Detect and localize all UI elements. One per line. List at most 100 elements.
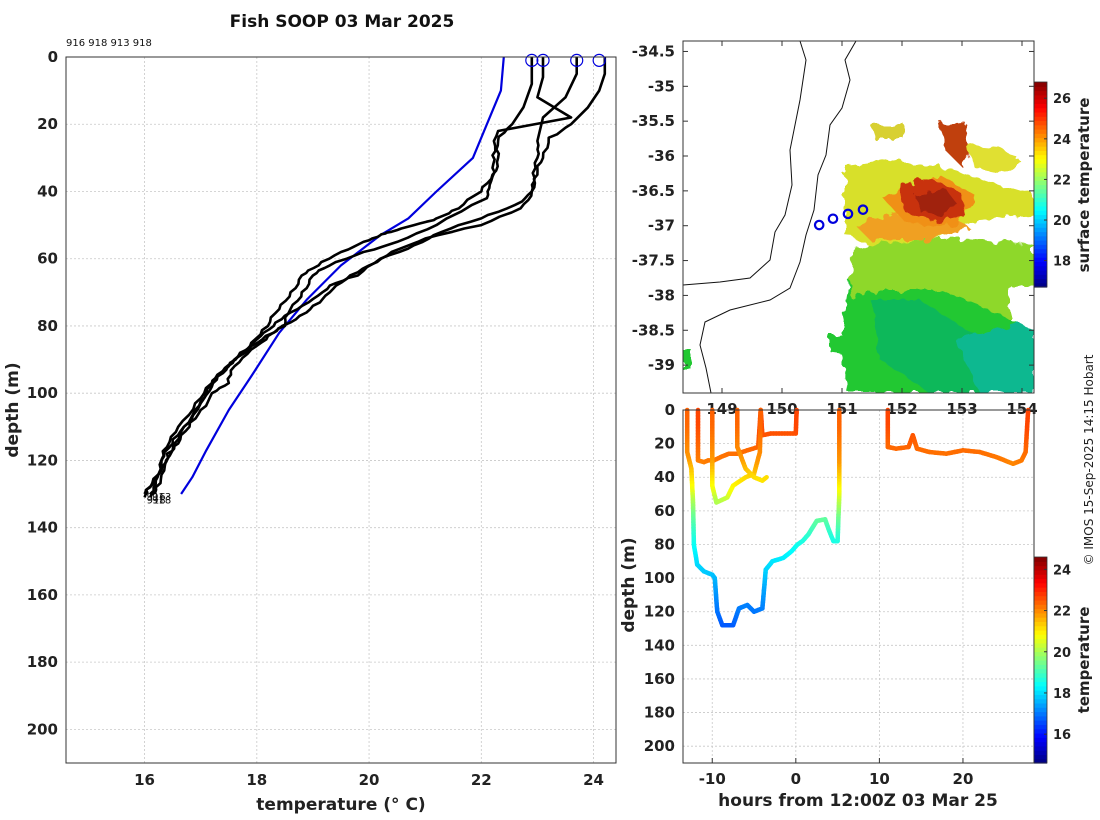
colorbar-segment [1034, 591, 1047, 597]
depth-time-y-tick-label: 40 [654, 468, 675, 486]
colorbar-segment [1034, 227, 1047, 233]
colorbar-segment [1034, 193, 1047, 198]
map-x-tick-label: 151 [826, 400, 857, 418]
colorbar-segment [1034, 99, 1047, 104]
map-x-tick-label: 153 [946, 400, 977, 418]
colorbar-segment [1034, 222, 1047, 228]
profile-end-label: 913 [152, 492, 171, 503]
depth-time-frame [682, 409, 1035, 764]
map-y-tick-label: -34.5 [632, 42, 675, 60]
map-y-tick-label: -37 [648, 217, 675, 235]
colorbar-segment [1034, 146, 1047, 151]
colorbar-tick-label: 18 [1053, 255, 1071, 270]
colorbar-tick-label: 22 [1053, 173, 1071, 188]
colorbar-segment [1034, 732, 1047, 738]
colorbar-segment [1034, 248, 1047, 254]
colorbar-tick-label: 22 [1053, 605, 1071, 620]
station-marker [813, 219, 825, 231]
depth-time-y-tick-label: 180 [644, 704, 675, 722]
depth-time-y-tick-label: 140 [644, 636, 675, 654]
colorbar-segment [1034, 741, 1047, 747]
profile-y-tick-label: 60 [37, 250, 58, 268]
colorbar-segment [1034, 167, 1047, 173]
climatology-line [180, 56, 505, 495]
profile-y-tick-label: 80 [37, 317, 58, 335]
depth-time-y-tick-label: 80 [654, 535, 675, 553]
profile-end-label: 918 [152, 495, 171, 506]
depth-time-y-axis-label: depth (m) [619, 537, 639, 632]
colorbar-segment [1034, 587, 1047, 592]
profile-x-tick-label: 16 [134, 771, 155, 789]
surface-temperature-colorbar: 18 20 22 24 26 [1033, 81, 1071, 288]
colorbar-segment [1034, 634, 1047, 640]
colorbar-segment [1034, 569, 1047, 575]
profile-y-tick-label: 0 [48, 48, 58, 66]
colorbar-segment [1034, 111, 1047, 117]
depth-time-y-tick-label: 200 [644, 737, 675, 755]
colorbar-segment [1034, 171, 1047, 177]
sst-field [683, 122, 1034, 393]
colorbar-segment [1034, 265, 1047, 271]
map-x-tick-label: 154 [1006, 400, 1037, 418]
figure-title: Fish SOOP 03 Mar 2025 [230, 12, 455, 32]
colorbar-segment [1034, 672, 1047, 678]
station-marker [857, 204, 869, 215]
profile-y-axis-label: depth (m) [3, 362, 23, 457]
colorbar-segment [1034, 638, 1047, 644]
colorbar-segment [1034, 210, 1047, 215]
colorbar-segment [1034, 201, 1047, 207]
colorbar-segment [1034, 557, 1047, 562]
profile-x-tick-label: 22 [471, 771, 492, 789]
depth-time-y-tick-label: 20 [654, 435, 675, 453]
map-field [683, 41, 1034, 393]
colorbar-segment [1034, 582, 1047, 588]
colorbar-segment [1034, 257, 1047, 262]
colorbar-segment [1034, 612, 1047, 618]
colorbar-segment [1034, 608, 1047, 614]
profile-y-tick-label: 20 [37, 115, 58, 133]
profile-top-label: 916 918 913 918 [66, 38, 152, 49]
colorbar-segment [1034, 218, 1047, 224]
station-markers [813, 204, 869, 231]
colorbar-segment [1034, 103, 1047, 109]
depth-time-tracks [684, 407, 1031, 628]
colorbar-segment [1034, 124, 1047, 130]
colorbar-segment [1034, 269, 1047, 275]
colorbar-segment [1034, 745, 1047, 751]
colorbar-segment [1034, 137, 1047, 143]
colorbar-segment [1034, 625, 1047, 631]
surface-temperature-map: -34.5 -35 -35.5 -36 -36.5 -37 -37.5 -38 -38.5 -39… [632, 40, 1093, 418]
colorbar-segment [1034, 184, 1047, 190]
colorbar-segment [1034, 578, 1047, 584]
profile-x-tick-label: 24 [583, 771, 604, 789]
surface-temperature-colorbar-label: surface temperature [1075, 98, 1093, 273]
colorbar-segment [1034, 261, 1047, 267]
profile-line-918 [143, 57, 573, 498]
colorbar-segment [1034, 252, 1047, 258]
map-y-tick-label: -36 [648, 147, 675, 165]
map-x-tick-label: 152 [886, 400, 917, 418]
profile-line-918b [148, 57, 607, 498]
colorbar-segment [1034, 617, 1047, 622]
colorbar-segment [1034, 664, 1047, 670]
colorbar-tick-label: 18 [1053, 687, 1071, 702]
colorbar-segment [1034, 175, 1047, 181]
colorbar-segment [1034, 128, 1047, 134]
colorbar-segment [1034, 188, 1047, 194]
colorbar-segment [1034, 685, 1047, 691]
colorbar-segment [1034, 150, 1047, 156]
map-y-tick-label: -35.5 [632, 112, 675, 130]
colorbar-segment [1034, 711, 1047, 717]
profile-y-tick-label: 160 [27, 586, 58, 604]
state-border [683, 41, 807, 286]
colorbar-segment [1034, 737, 1047, 743]
colorbar-segment [1034, 278, 1047, 284]
map-y-tick-label: -38.5 [632, 321, 675, 339]
colorbar-tick-label: 20 [1053, 646, 1071, 661]
map-y-tick-label: -35 [648, 77, 675, 95]
colorbar-segment [1034, 621, 1047, 627]
temperature-colorbar-label: temperature [1075, 607, 1093, 714]
